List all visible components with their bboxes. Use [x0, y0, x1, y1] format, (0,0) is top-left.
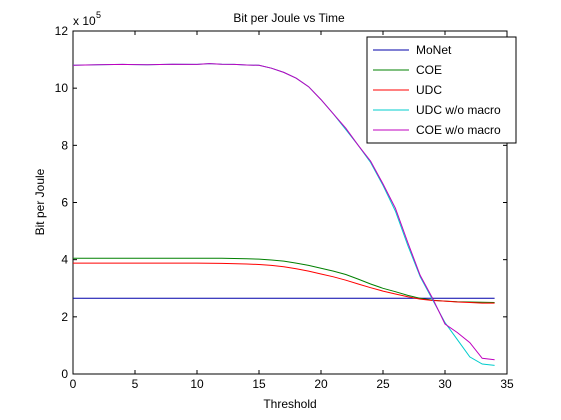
x-tick-label: 35 [500, 377, 514, 391]
legend-label-coe: COE [416, 63, 442, 77]
x-tick-label: 5 [132, 377, 139, 391]
y-tick-label: 8 [61, 138, 68, 152]
y-axis-exponent: x 10 5 [73, 10, 101, 28]
legend-label-coe-w-o-macro: COE w/o macro [416, 123, 501, 137]
legend: MoNet COE UDC UDC w/o macro COE w/o macro [366, 36, 517, 144]
y-exponent-base: x 10 [73, 14, 96, 28]
x-tick-label: 15 [252, 377, 266, 391]
y-tick-label: 2 [61, 310, 68, 324]
series-line-udc [73, 262, 495, 304]
legend-label-udc: UDC [416, 83, 442, 97]
x-axis-label: Threshold [263, 397, 316, 411]
legend-label-udc-w-o-macro: UDC w/o macro [416, 103, 501, 117]
series-line-coe-w-o-macro [72, 63, 495, 361]
chart-title: Bit per Joule vs Time [233, 11, 345, 25]
x-tick-label: 0 [70, 377, 77, 391]
x-tick-label: 10 [190, 377, 204, 391]
x-tick-label: 20 [314, 377, 328, 391]
y-tick-label: 10 [55, 81, 69, 95]
y-tick-label: 4 [61, 253, 68, 267]
y-exponent-power: 5 [96, 10, 101, 20]
y-axis-label: Bit per Joule [33, 168, 47, 235]
y-tick-label: 12 [55, 24, 69, 38]
y-tick-label: 0 [61, 367, 68, 381]
legend-label-monet: MoNet [416, 43, 452, 57]
x-tick-label: 30 [438, 377, 452, 391]
x-tick-label: 25 [376, 377, 390, 391]
y-tick-label: 6 [61, 196, 68, 210]
series-layer [72, 63, 495, 366]
axis-ticks: 0 5 10 15 20 25 30 35 0 2 4 6 8 10 12 [55, 24, 514, 391]
